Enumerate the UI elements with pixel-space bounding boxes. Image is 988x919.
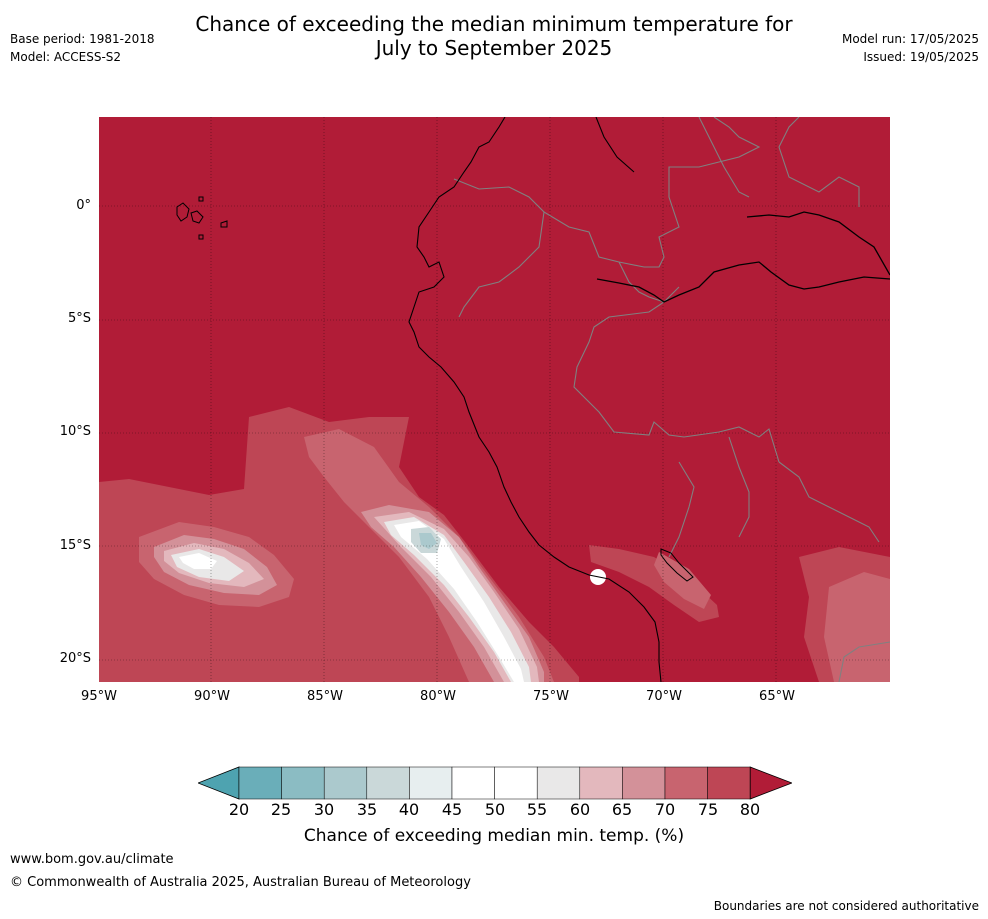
contour-75-inland: [589, 545, 719, 622]
legend-cell: [494, 766, 538, 800]
legend-tick-25: 25: [270, 800, 292, 819]
legend-label: Chance of exceeding median min. temp. (%…: [303, 826, 685, 846]
title-line-2: July to September 2025: [375, 36, 613, 60]
legend-cell: [323, 766, 368, 800]
meta-right: Model run: 17/05/2025 Issued: 19/05/2025: [842, 30, 979, 66]
contour-70-d: [824, 572, 890, 682]
legend-tick-70: 70: [654, 800, 676, 819]
country-boundaries: [453, 117, 890, 682]
contour-35: [419, 533, 437, 549]
legend-tick-55: 55: [526, 800, 548, 819]
model-run: Model run: 17/05/2025: [841, 32, 979, 46]
lon-label-65w: 65°W: [759, 689, 795, 704]
chart-title: Chance of exceeding the median minimum t…: [0, 12, 988, 60]
model-name: Model: ACCESS-S2: [10, 50, 122, 64]
contour-70-c: [654, 552, 711, 609]
footer-note: Boundaries are not considered authoritat…: [713, 899, 979, 913]
map-panel: [99, 117, 890, 682]
lon-label-70w: 70°W: [646, 689, 682, 704]
legend-arrow-low: [198, 766, 240, 800]
lon-label-85w: 85°W: [307, 689, 343, 704]
lon-label-95w: 95°W: [81, 689, 117, 704]
lon-label-80w: 80°W: [420, 689, 456, 704]
base-period: Base period: 1981-2018: [10, 32, 155, 46]
legend-tick-80: 80: [739, 800, 761, 819]
contour-50-b: [394, 521, 524, 682]
legend-tick-20: 20: [228, 800, 250, 819]
legend-tick-60: 60: [569, 800, 591, 819]
lat-label-5s: 5°S: [67, 311, 91, 326]
legend-arrow-high: [749, 766, 792, 800]
legend-cell: [366, 766, 410, 800]
legend-cell: [622, 766, 666, 800]
legend-tick-50: 50: [484, 800, 506, 819]
title-line-1: Chance of exceeding the median minimum t…: [195, 12, 793, 36]
legend-tick-45: 45: [441, 800, 463, 819]
coastline: [408, 117, 662, 682]
legend-tick-35: 35: [356, 800, 378, 819]
graticule: [99, 117, 890, 682]
contour-50: [179, 553, 217, 569]
legend-colorbar: [198, 766, 792, 800]
legend-cell: [281, 766, 325, 800]
legend-cell: [664, 766, 708, 800]
legend-tick-40: 40: [398, 800, 420, 819]
galapagos-islands: [176, 196, 228, 240]
lat-label-20s: 20°S: [59, 651, 91, 666]
legend-tick-65: 65: [611, 800, 633, 819]
legend-tick-75: 75: [697, 800, 719, 819]
forecast-map: [99, 117, 890, 682]
legend-cell: [409, 766, 453, 800]
lat-label-0: 0°: [76, 198, 91, 213]
footer-copyright: © Commonwealth of Australia 2025, Austra…: [10, 875, 471, 890]
legend-cell: [451, 766, 495, 800]
lake-titicaca: [660, 548, 694, 582]
meta-left: Base period: 1981-2018 Model: ACCESS-S2: [10, 30, 155, 66]
amazon-river: [596, 211, 890, 303]
legend-cell: [536, 766, 581, 800]
footer-url: www.bom.gov.au/climate: [10, 852, 174, 867]
lon-label-90w: 90°W: [194, 689, 230, 704]
legend-cell: [238, 766, 282, 800]
legend-cell: [579, 766, 623, 800]
lat-label-15s: 15°S: [59, 538, 91, 553]
legend-cell: [707, 766, 751, 800]
legend-tick-30: 30: [313, 800, 335, 819]
lon-label-75w: 75°W: [533, 689, 569, 704]
issued-date: Issued: 19/05/2025: [863, 50, 979, 64]
lat-label-10s: 10°S: [59, 424, 91, 439]
